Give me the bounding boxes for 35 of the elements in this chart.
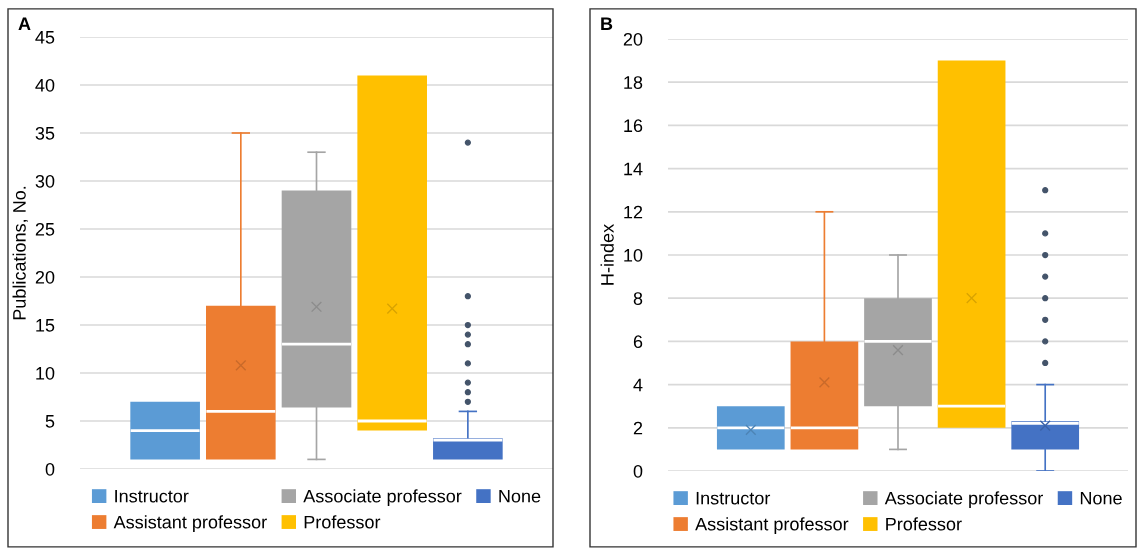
y-tick-label: 10 (624, 248, 643, 262)
legend-label: Assistant professor (695, 517, 849, 535)
legend-label: Associate professor (303, 489, 462, 507)
y-axis-title: H-index (600, 224, 614, 285)
text: A (18, 17, 31, 30)
legend-label: Instructor (115, 489, 189, 503)
y-tick-label: 10 (36, 366, 55, 380)
y-tick-label: 40 (35, 78, 55, 92)
legend-label: Professor (886, 517, 962, 531)
y-tick-label: 2 (633, 421, 643, 435)
y-axis-title: Publications, No. (12, 186, 28, 320)
legend-label: Instructor (696, 491, 771, 505)
legend-label: Assistant professor (113, 515, 267, 533)
y-tick-label: 45 (35, 31, 55, 44)
y-tick-label: 20 (623, 32, 643, 46)
y-tick-label: 25 (35, 222, 55, 236)
y-tick-label: 14 (624, 162, 643, 176)
y-tick-label: 12 (624, 205, 643, 219)
y-tick-label: 0 (45, 462, 55, 476)
legend-label: Associate professor (884, 491, 1043, 509)
y-tick-label: 16 (624, 119, 643, 133)
y-tick-label: 5 (45, 415, 55, 428)
legend-label: None (1080, 491, 1122, 505)
y-tick-label: 35 (35, 126, 55, 140)
y-tick-label: 30 (35, 174, 55, 188)
legend-label: None (499, 489, 541, 503)
y-tick-label: 18 (624, 76, 643, 89)
y-tick-label: 20 (35, 270, 55, 284)
y-tick-label: 15 (36, 319, 55, 332)
y-tick-label: 8 (633, 292, 643, 305)
y-tick-label: 4 (633, 378, 643, 392)
legend-label: Professor (304, 515, 381, 529)
text: B (601, 17, 613, 30)
y-tick-label: 0 (633, 464, 643, 478)
y-tick-label: 6 (633, 335, 643, 349)
